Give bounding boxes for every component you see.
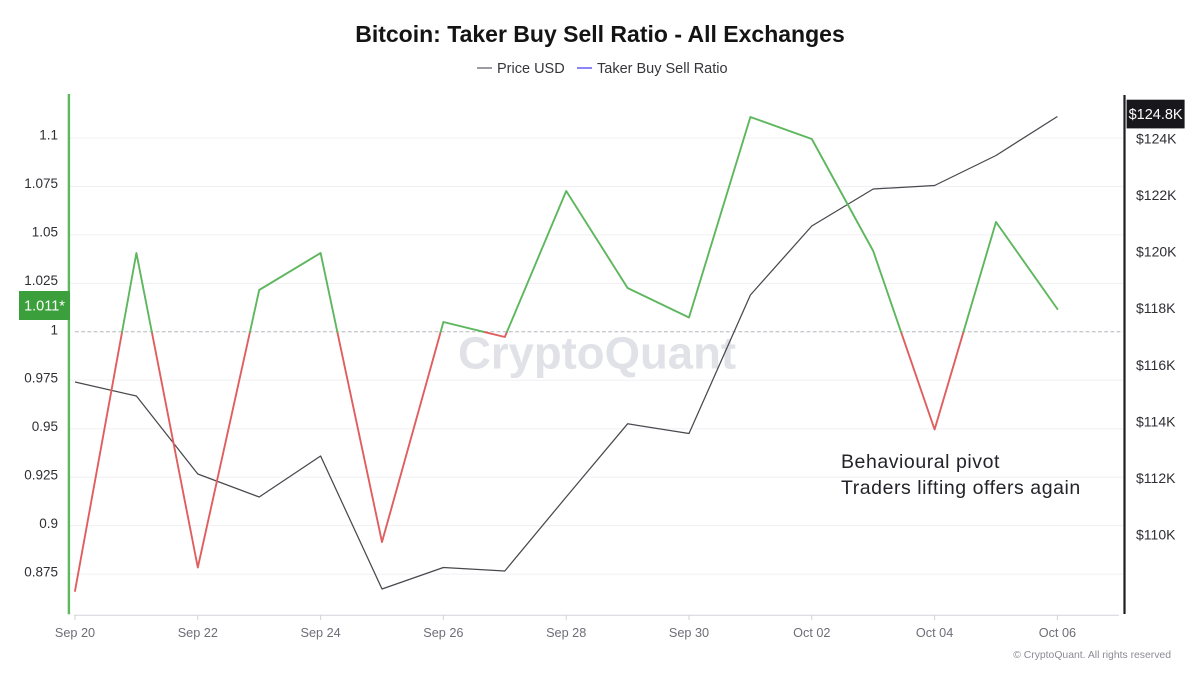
svg-text:$110K: $110K [1136, 527, 1176, 543]
svg-text:0.975: 0.975 [24, 371, 58, 386]
svg-text:$122K: $122K [1136, 187, 1177, 203]
svg-text:Sep 30: Sep 30 [669, 626, 709, 640]
svg-text:Sep 20: Sep 20 [55, 626, 95, 640]
svg-text:Taker Buy Sell Ratio: Taker Buy Sell Ratio [597, 61, 728, 77]
svg-text:1.075: 1.075 [24, 176, 58, 191]
svg-text:© CryptoQuant. All rights rese: © CryptoQuant. All rights reserved [1013, 650, 1171, 661]
svg-text:0.925: 0.925 [24, 468, 58, 483]
svg-text:Bitcoin: Taker Buy Sell Ratio: Bitcoin: Taker Buy Sell Ratio - All Exch… [355, 21, 845, 47]
svg-text:Sep 26: Sep 26 [423, 626, 463, 640]
svg-text:1.05: 1.05 [32, 224, 58, 239]
svg-text:0.95: 0.95 [32, 419, 58, 434]
svg-text:Price USD: Price USD [497, 61, 565, 77]
svg-text:0.875: 0.875 [24, 565, 58, 580]
svg-text:Sep 24: Sep 24 [300, 626, 340, 640]
svg-text:$124K: $124K [1136, 130, 1177, 146]
svg-text:Oct 04: Oct 04 [916, 626, 953, 640]
svg-text:$114K: $114K [1136, 413, 1176, 429]
svg-text:Traders lifting offers again: Traders lifting offers again [841, 477, 1081, 499]
svg-text:1.025: 1.025 [24, 273, 58, 288]
svg-text:Sep 28: Sep 28 [546, 626, 586, 640]
svg-text:1: 1 [50, 322, 58, 337]
svg-text:Behavioural pivot: Behavioural pivot [841, 451, 1000, 473]
svg-text:1.011*: 1.011* [24, 299, 65, 315]
svg-text:$112K: $112K [1136, 470, 1176, 486]
svg-text:$116K: $116K [1136, 357, 1176, 373]
svg-text:$124.8K: $124.8K [1129, 107, 1183, 123]
svg-text:Sep 22: Sep 22 [178, 626, 218, 640]
svg-text:Oct 02: Oct 02 [793, 626, 830, 640]
svg-text:0.9: 0.9 [39, 516, 58, 531]
svg-text:$120K: $120K [1136, 244, 1177, 260]
svg-text:$118K: $118K [1136, 300, 1176, 316]
svg-text:1.1: 1.1 [39, 127, 58, 142]
svg-text:Oct 06: Oct 06 [1039, 626, 1076, 640]
